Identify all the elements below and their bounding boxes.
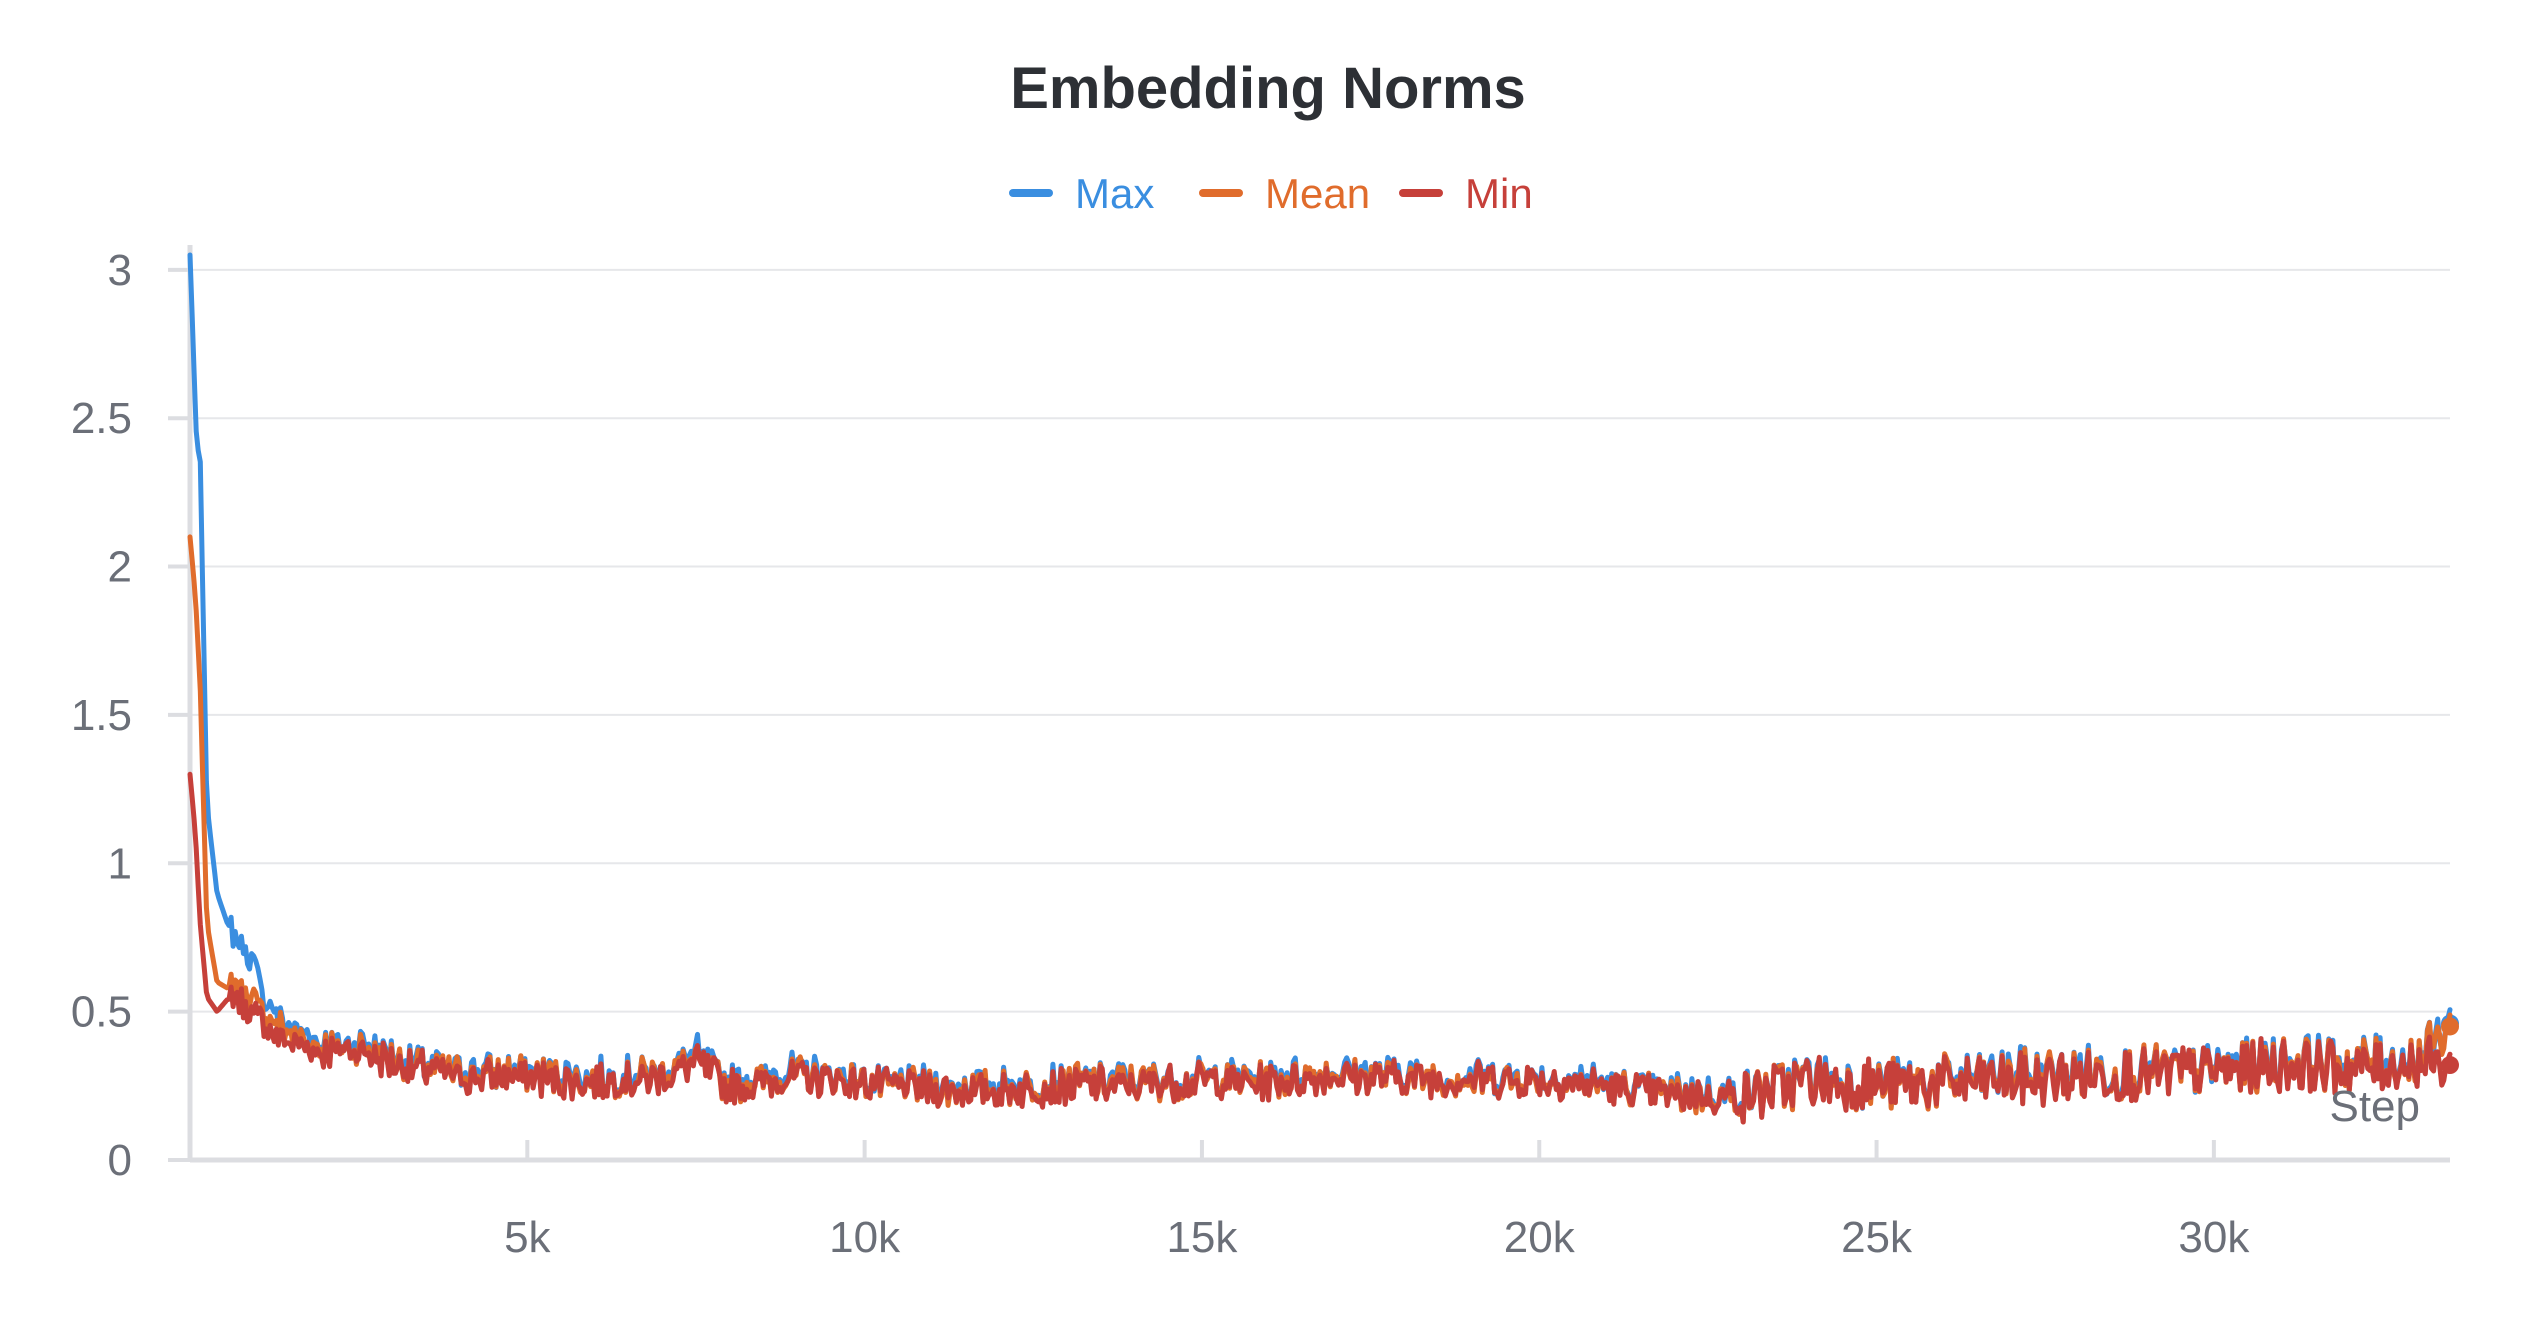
legend-label-min: Min bbox=[1465, 170, 1533, 217]
y-tick-label: 2.5 bbox=[71, 394, 132, 443]
x-tick-label: 5k bbox=[504, 1213, 551, 1262]
y-tick-label: 2 bbox=[108, 543, 132, 592]
axes: 0 0.5 1 1.5 2 2.5 3 5k 10k 15k 20k 25k 30k bbox=[71, 245, 2450, 1262]
series-endpoint-min bbox=[2441, 1056, 2459, 1075]
x-tick-label: 30k bbox=[2178, 1213, 2250, 1262]
y-tick-label: 0 bbox=[108, 1136, 132, 1185]
x-tick-label: 15k bbox=[1166, 1213, 1238, 1262]
y-tick-label: 1 bbox=[108, 839, 132, 888]
legend-label-mean: Mean bbox=[1265, 170, 1370, 217]
x-tick-label: 25k bbox=[1841, 1213, 1913, 1262]
chart-title: Embedding Norms bbox=[1010, 56, 1526, 121]
series-line-mean bbox=[187, 534, 2453, 1125]
y-tick-label: 3 bbox=[108, 246, 132, 295]
series-line-max bbox=[187, 252, 2453, 1123]
series-layer bbox=[187, 252, 2459, 1125]
grid bbox=[190, 268, 2450, 1013]
legend-label-max: Max bbox=[1075, 170, 1154, 217]
series-line-min bbox=[187, 771, 2453, 1125]
y-tick-label: 1.5 bbox=[71, 691, 132, 740]
legend: Max Mean Min bbox=[1009, 170, 1533, 217]
x-tick-label: 10k bbox=[829, 1213, 901, 1262]
x-tick-label: 20k bbox=[1504, 1213, 1576, 1262]
series-endpoint-mean bbox=[2441, 1017, 2459, 1036]
x-axis-label: Step bbox=[2329, 1082, 2420, 1131]
y-tick-label: 0.5 bbox=[71, 988, 132, 1037]
